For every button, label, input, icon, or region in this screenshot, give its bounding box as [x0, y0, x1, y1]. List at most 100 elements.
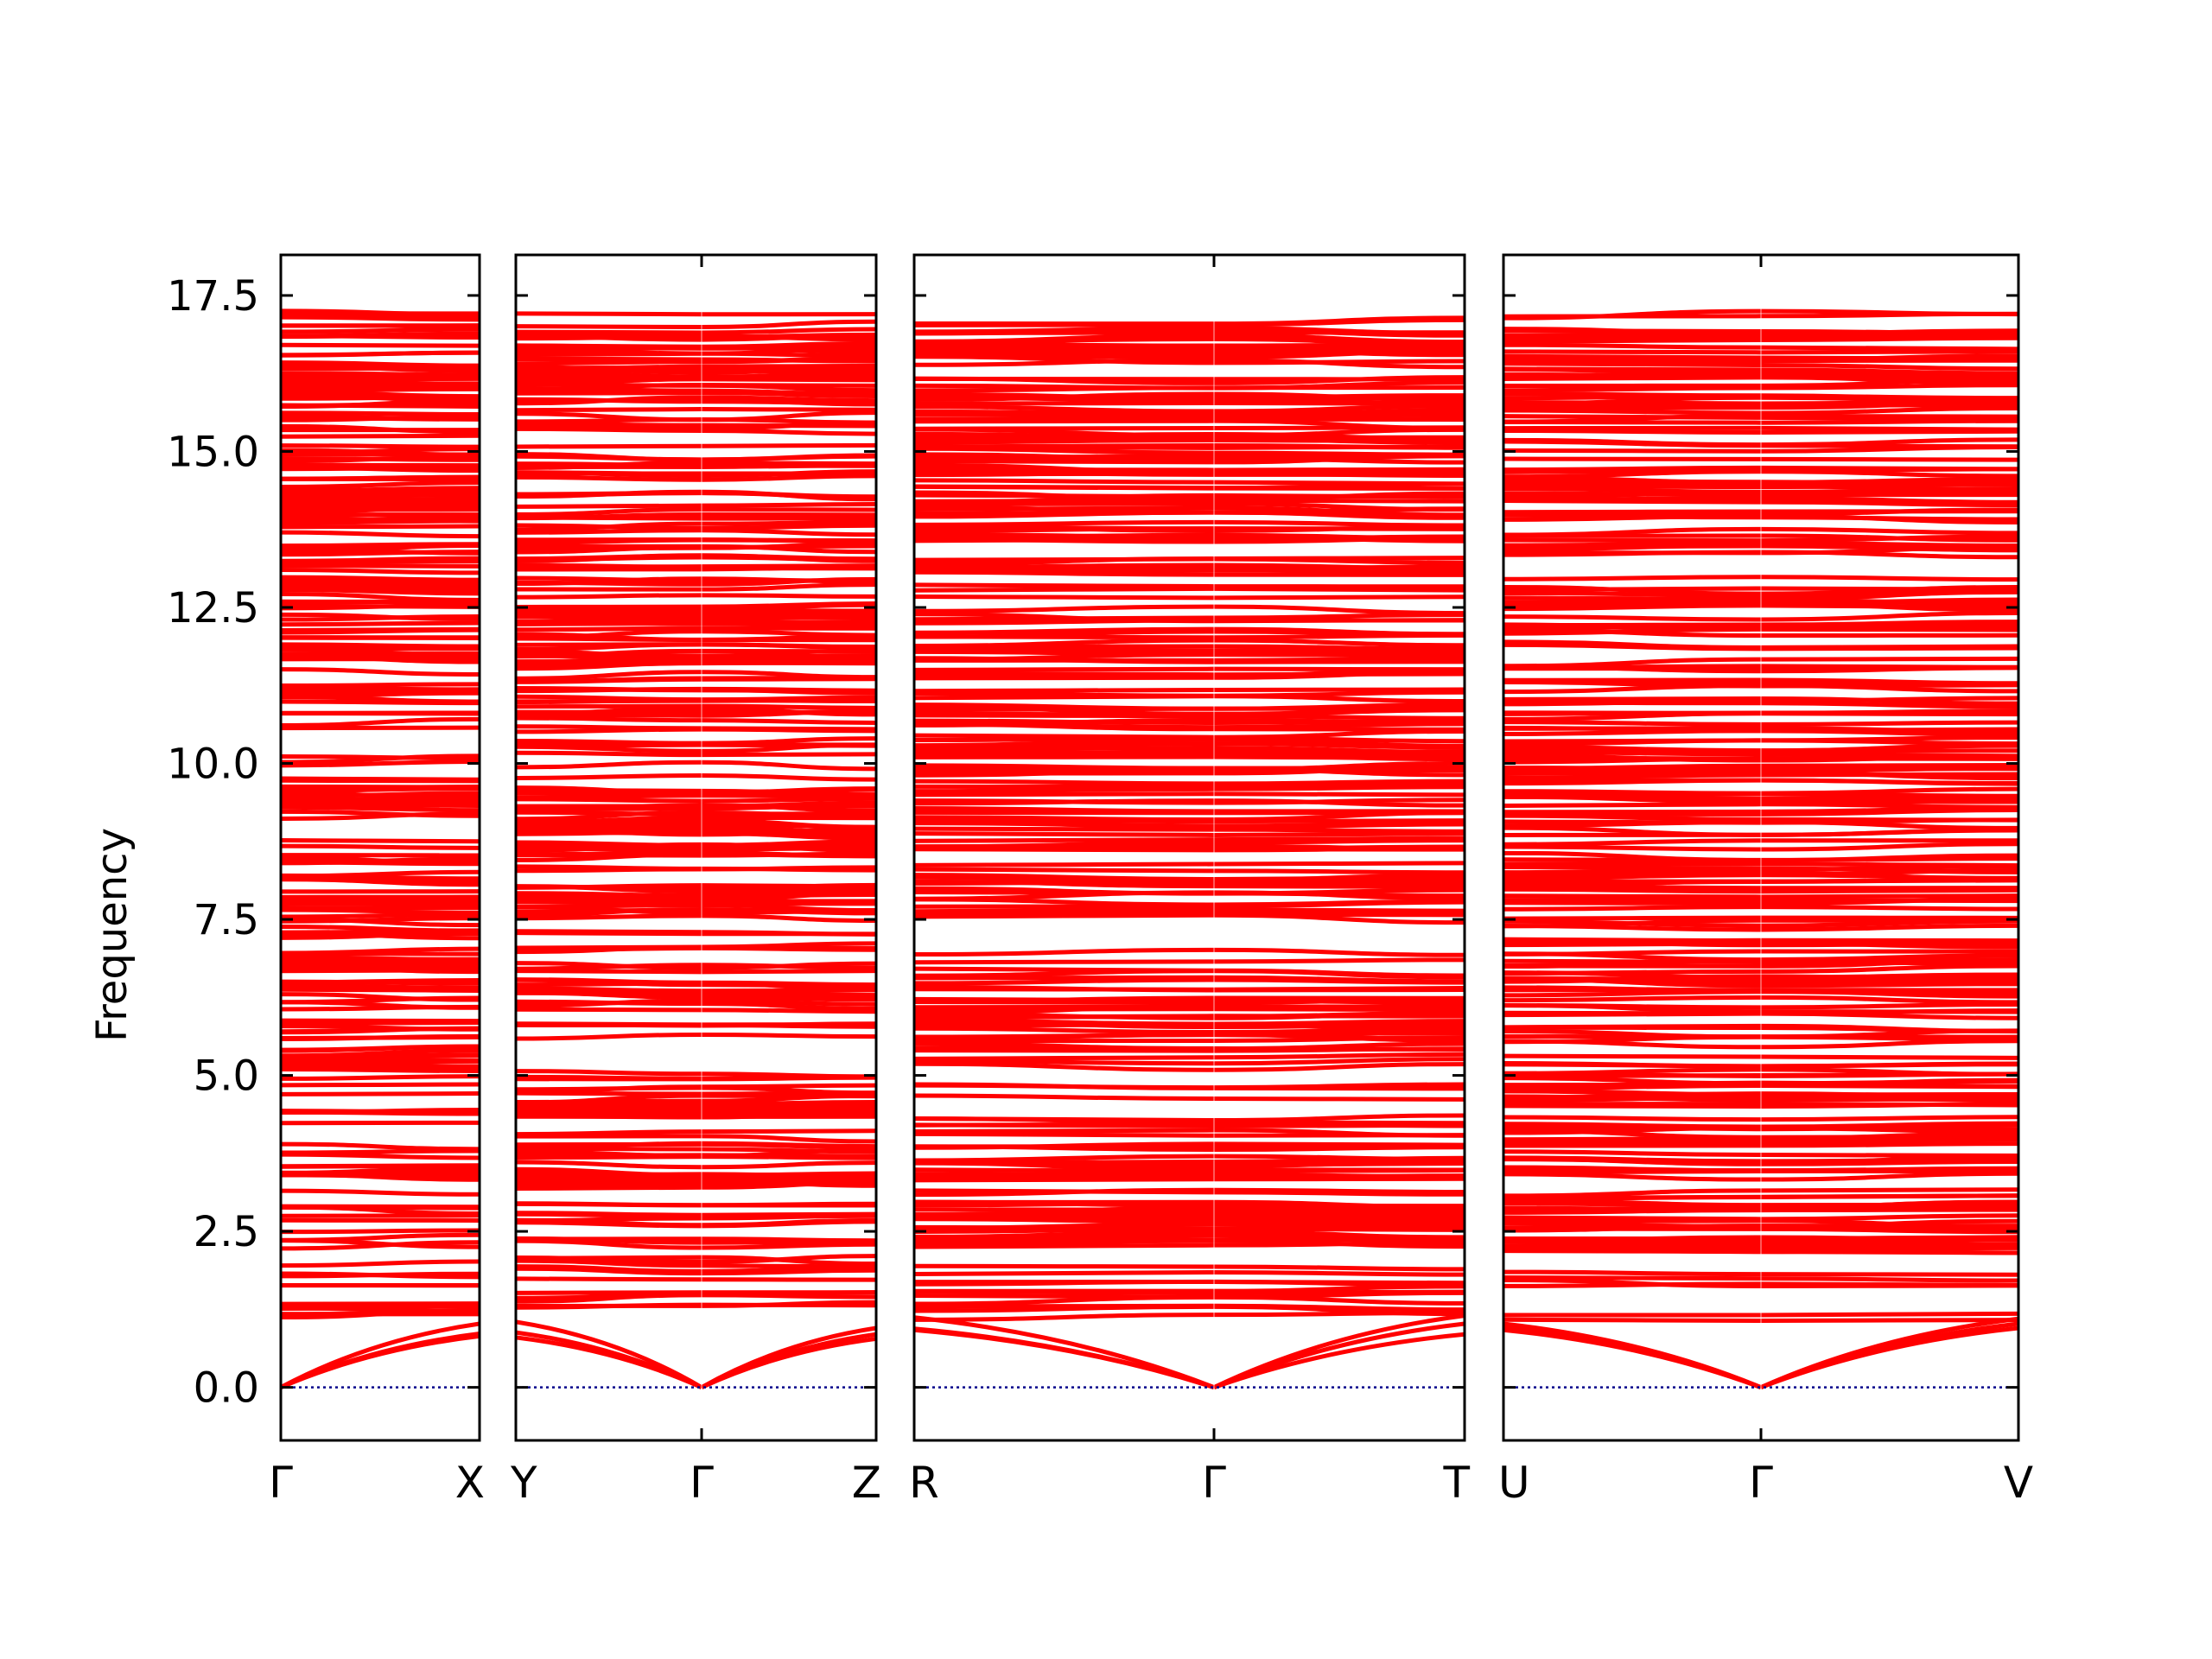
optical-band-line — [914, 728, 1465, 740]
optical-band-line — [516, 929, 876, 937]
optical-band-line — [281, 838, 480, 844]
optical-band-line — [281, 799, 480, 804]
optical-band-line — [914, 957, 1465, 965]
optical-band-line — [281, 1228, 480, 1235]
optical-band-line — [1503, 405, 2018, 416]
optical-band-line — [516, 1007, 876, 1014]
optical-band-line — [914, 1304, 1465, 1317]
optical-band-line — [1503, 878, 2018, 884]
optical-band-line — [914, 694, 1465, 703]
optical-band-line — [914, 826, 1465, 834]
x-point-label: U — [1498, 1458, 1530, 1508]
y-tick-label: 2.5 — [194, 1208, 259, 1256]
optical-band-line — [1503, 544, 2018, 556]
optical-band-line — [914, 806, 1465, 814]
optical-band-line — [516, 1021, 876, 1027]
optical-band-line — [1503, 1060, 2018, 1069]
optical-band-line — [516, 385, 876, 397]
optical-band-line — [1503, 1206, 2018, 1215]
optical-band-line — [914, 646, 1465, 653]
optical-band-line — [1503, 828, 2018, 837]
optical-band-line — [281, 1063, 480, 1069]
optical-band-line — [516, 410, 876, 423]
optical-band-line — [516, 311, 876, 317]
optical-band-line — [1503, 1274, 2018, 1283]
optical-band-line — [914, 412, 1465, 422]
optical-band-line — [1503, 327, 2018, 336]
optical-band-line — [281, 1024, 480, 1032]
optical-band-line — [1503, 664, 2018, 671]
optical-band-line — [516, 626, 876, 632]
optical-band-line — [281, 716, 480, 728]
optical-band-line — [914, 671, 1465, 677]
optical-band-line — [914, 861, 1465, 868]
optical-band-line — [516, 998, 876, 1008]
optical-band-line — [281, 433, 480, 439]
optical-band-line — [281, 315, 480, 320]
optical-band-line — [281, 395, 480, 401]
optical-band-line — [1503, 656, 2018, 669]
optical-band-line — [914, 1263, 1465, 1272]
optical-band-line — [1503, 743, 2018, 753]
optical-band-line — [1503, 1171, 2018, 1182]
optical-band-line — [516, 1147, 876, 1159]
optical-band-line — [516, 507, 876, 517]
optical-band-line — [516, 842, 876, 853]
optical-band-line — [914, 375, 1465, 385]
optical-band-line — [516, 520, 876, 532]
optical-band-line — [516, 1255, 876, 1267]
optical-band-line — [516, 989, 876, 998]
optical-band-line — [1503, 1039, 2018, 1050]
optical-band-line — [516, 1083, 876, 1094]
optical-band-line — [516, 333, 876, 342]
optical-band-line — [516, 800, 876, 809]
y-tick-label: 5.0 — [194, 1052, 259, 1101]
optical-band-line — [516, 1075, 876, 1082]
optical-band-line — [1503, 820, 2018, 830]
optical-band-line — [516, 512, 876, 521]
optical-band-line — [914, 1131, 1465, 1138]
optical-band-line — [516, 462, 876, 469]
optical-band-line — [281, 1148, 480, 1155]
optical-band-line — [1503, 1317, 2018, 1324]
optical-band-line — [1503, 1003, 2018, 1014]
x-point-label: Γ — [269, 1458, 293, 1508]
optical-band-line — [1503, 786, 2018, 796]
x-point-label: V — [2004, 1458, 2033, 1508]
optical-band-line — [1503, 802, 2018, 810]
optical-band-line — [1503, 905, 2018, 912]
optical-band-line — [516, 703, 876, 710]
optical-band-line — [914, 348, 1465, 358]
optical-band-line — [281, 667, 480, 677]
optical-band-line — [1503, 989, 2018, 999]
optical-band-line — [281, 376, 480, 386]
optical-band-line — [914, 469, 1465, 478]
y-axis-label: Frequency — [88, 828, 137, 1042]
optical-band-line — [281, 931, 480, 941]
optical-band-line — [914, 1215, 1465, 1221]
optical-band-line — [1503, 873, 2018, 880]
optical-band-line — [281, 490, 480, 499]
optical-band-line — [516, 368, 876, 379]
optical-band-line — [516, 724, 876, 732]
optical-band-line — [914, 1014, 1465, 1020]
optical-band-line — [1503, 1025, 2018, 1034]
optical-band-line — [1503, 864, 2018, 875]
optical-band-line — [914, 418, 1465, 431]
optical-band-line — [1503, 575, 2018, 582]
optical-band-line — [1503, 772, 2018, 780]
acoustic-branch-line — [1213, 1321, 1465, 1389]
optical-band-line — [516, 785, 876, 795]
optical-band-line — [281, 1271, 480, 1280]
optical-band-line — [281, 900, 480, 907]
optical-band-line — [1503, 1088, 2018, 1097]
optical-band-line — [914, 798, 1465, 805]
x-point-label: X — [455, 1458, 485, 1508]
y-tick-label: 0.0 — [194, 1364, 259, 1413]
optical-band-line — [516, 319, 876, 330]
optical-band-line — [914, 556, 1465, 567]
optical-band-line — [914, 656, 1465, 663]
panel-r-gamma-t — [912, 253, 1466, 1442]
optical-band-line — [516, 642, 876, 652]
optical-band-line — [1503, 399, 2018, 406]
